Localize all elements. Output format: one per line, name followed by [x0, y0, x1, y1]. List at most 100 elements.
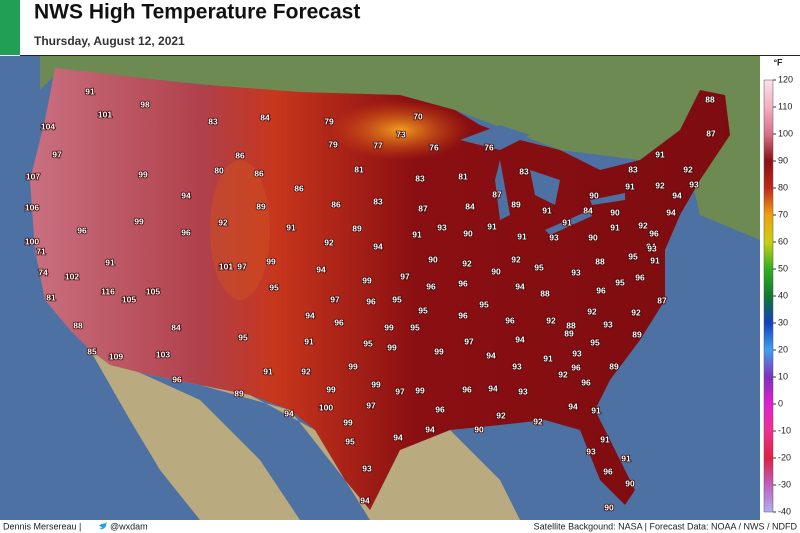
temperature-label: 104 [41, 121, 55, 131]
temperature-label: 95 [392, 294, 402, 304]
temperature-label: 91 [517, 231, 527, 241]
temperature-label: 89 [511, 199, 521, 209]
temperature-label: 91 [650, 255, 660, 265]
temperature-label: 90 [604, 502, 614, 512]
temperature-label: 83 [415, 173, 425, 183]
temperature-label: 103 [156, 349, 170, 359]
temperature-label: 101 [98, 109, 112, 119]
temperature-label: 96 [462, 384, 472, 394]
temperature-label: 95 [238, 332, 248, 342]
title: NWS High Temperature Forecast [34, 1, 360, 24]
temperature-label: 95 [615, 277, 625, 287]
temperature-label: 92 [324, 237, 334, 247]
scale-tick-label: 40 [778, 290, 788, 300]
temperature-label: 77 [373, 140, 383, 150]
temperature-label: 88 [705, 94, 715, 104]
temperature-label: 91 [600, 434, 610, 444]
temperature-label: 96 [172, 374, 182, 384]
temperature-label: 92 [558, 369, 568, 379]
mexico [90, 350, 520, 520]
temperature-label: 107 [26, 171, 40, 181]
scale-tick-label: 0 [778, 398, 783, 408]
temperature-label: 100 [319, 402, 333, 412]
temperature-label: 95 [628, 251, 638, 261]
temperature-label: 71 [36, 246, 46, 256]
temperature-label: 95 [534, 262, 544, 272]
temperature-label: 95 [269, 282, 279, 292]
temperature-label: 86 [294, 183, 304, 193]
scale-tick-label: -20 [778, 452, 791, 462]
temperature-label: 93 [549, 232, 559, 242]
temperature-label: 99 [387, 342, 397, 352]
temperature-label: 94 [568, 401, 578, 411]
temperature-label: 96 [435, 404, 445, 414]
temperature-label: 92 [638, 220, 648, 230]
temperature-label: 94 [666, 207, 676, 217]
scale-tick-label: 110 [778, 101, 792, 111]
temperature-label: 87 [657, 295, 667, 305]
temperature-label: 83 [208, 116, 218, 126]
temperature-label: 92 [218, 217, 228, 227]
temperature-label: 79 [328, 139, 338, 149]
temperature-label: 88 [540, 288, 550, 298]
temperature-label: 91 [542, 205, 552, 215]
scale-bar [763, 79, 774, 513]
temperature-label: 91 [105, 257, 115, 267]
temperature-label: 89 [564, 328, 574, 338]
temperature-label: 94 [181, 190, 191, 200]
temperature-label: 105 [146, 286, 160, 296]
temperature-label: 99 [343, 417, 353, 427]
temperature-label: 91 [621, 453, 631, 463]
temperature-label: 95 [479, 299, 489, 309]
temperature-label: 92 [533, 416, 543, 426]
temperature-label: 92 [655, 180, 665, 190]
temperature-label: 88 [73, 320, 83, 330]
temperature-label: 93 [437, 222, 447, 232]
temperature-label: 96 [458, 278, 468, 288]
temperature-label: 96 [505, 315, 515, 325]
temperature-label: 93 [603, 319, 613, 329]
temperature-label: 95 [590, 337, 600, 347]
temperature-labels: 91 98 101 104 97 83 84 79 70 79 77 73 76 76 88 87 107 99 8… [24, 85, 717, 513]
temperature-label: 96 [334, 317, 344, 327]
temperature-label: 93 [572, 348, 582, 358]
temperature-label: 94 [316, 264, 326, 274]
temperature-label: 100 [25, 236, 39, 246]
temperature-label: 99 [326, 384, 336, 394]
temperature-label: 91 [487, 221, 497, 231]
temperature-label: 99 [384, 322, 394, 332]
header-accent [0, 0, 20, 55]
temperature-label: 97 [395, 386, 405, 396]
temperature-label: 99 [138, 169, 148, 179]
temperature-label: 98 [140, 99, 150, 109]
temperature-label: 89 [352, 223, 362, 233]
source: Satellite Backgound: NASA | Forecast Dat… [534, 521, 798, 531]
scale-tick-label: 50 [778, 263, 788, 273]
temperature-label: 99 [371, 379, 381, 389]
temperature-label: 93 [518, 386, 528, 396]
canada [40, 56, 760, 240]
temperature-label: 102 [65, 271, 79, 281]
temperature-label: 93 [647, 243, 657, 253]
temperature-label: 99 [362, 275, 372, 285]
handle: @wxdam [110, 521, 148, 531]
temperature-label: 84 [260, 112, 270, 122]
temperature-label: 106 [25, 202, 39, 212]
temperature-label: 88 [595, 256, 605, 266]
temperature-label: 93 [586, 446, 596, 456]
scale-tick-label: 30 [778, 317, 788, 327]
temperature-label: 86 [331, 199, 341, 209]
mountain-area [210, 160, 270, 300]
temperature-label: 94 [360, 495, 370, 505]
temperature-label: 86 [235, 150, 245, 160]
temperature-label: 83 [628, 164, 638, 174]
temperature-label: 81 [354, 164, 364, 174]
lake-erie [545, 210, 592, 235]
temperature-label: 96 [458, 310, 468, 320]
temperature-label: 91 [263, 366, 273, 376]
temperature-label: 96 [366, 296, 376, 306]
temperature-label: 99 [348, 361, 358, 371]
temperature-label: 99 [266, 256, 276, 266]
lake-superior [460, 125, 530, 150]
temperature-label: 74 [38, 267, 48, 277]
